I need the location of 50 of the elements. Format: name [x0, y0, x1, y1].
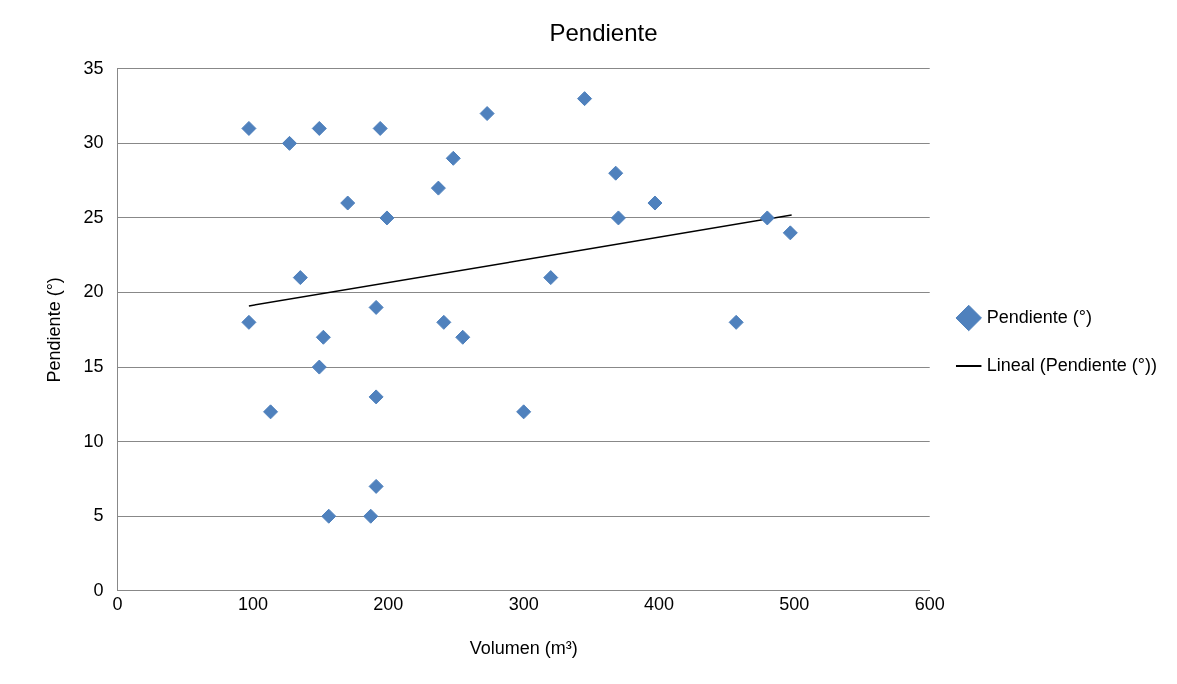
y-tick-label: 20	[83, 281, 104, 302]
x-tick-label: 100	[237, 593, 268, 614]
point	[479, 106, 495, 122]
point	[455, 329, 471, 345]
point	[311, 359, 327, 375]
x-axis-title: Volumen (m³)	[469, 638, 578, 659]
point	[516, 404, 532, 420]
point	[436, 314, 452, 330]
point	[321, 508, 337, 524]
point	[610, 210, 626, 226]
point	[608, 165, 624, 181]
point	[728, 314, 744, 330]
point	[445, 150, 461, 166]
y-tick-label: 25	[83, 206, 104, 227]
point	[263, 404, 279, 420]
x-tick-label: 200	[373, 593, 404, 614]
point	[368, 299, 384, 315]
point	[241, 120, 257, 136]
chart-title: Pendiente	[549, 19, 658, 47]
y-tick-label: 30	[83, 132, 104, 153]
x-tick-label: 300	[508, 593, 539, 614]
x-tick-label: 400	[643, 593, 675, 614]
point	[577, 91, 593, 107]
point	[363, 508, 379, 524]
legend-label: Lineal (Pendiente (°))	[986, 354, 1158, 375]
point	[282, 135, 298, 151]
point	[430, 180, 446, 196]
y-axis-title: Pendiente (°)	[43, 277, 64, 383]
point	[782, 225, 798, 241]
point	[372, 120, 388, 136]
point	[543, 270, 559, 286]
point	[368, 389, 384, 405]
y-tick-label: 35	[83, 57, 104, 78]
point	[311, 120, 327, 136]
point	[759, 210, 775, 226]
point	[647, 195, 663, 211]
point	[379, 210, 395, 226]
x-tick-label: 0	[112, 593, 123, 614]
point	[292, 270, 308, 286]
point	[340, 195, 356, 211]
y-tick-label: 0	[93, 579, 104, 600]
x-tick-label: 600	[914, 593, 945, 614]
y-tick-label: 10	[83, 430, 104, 451]
legend-label: Pendiente (°)	[986, 306, 1092, 327]
x-tick-label: 500	[779, 593, 810, 614]
point	[315, 329, 331, 345]
y-tick-label: 5	[93, 505, 104, 526]
point	[241, 314, 257, 330]
point	[368, 478, 384, 494]
y-tick-label: 15	[83, 356, 104, 377]
